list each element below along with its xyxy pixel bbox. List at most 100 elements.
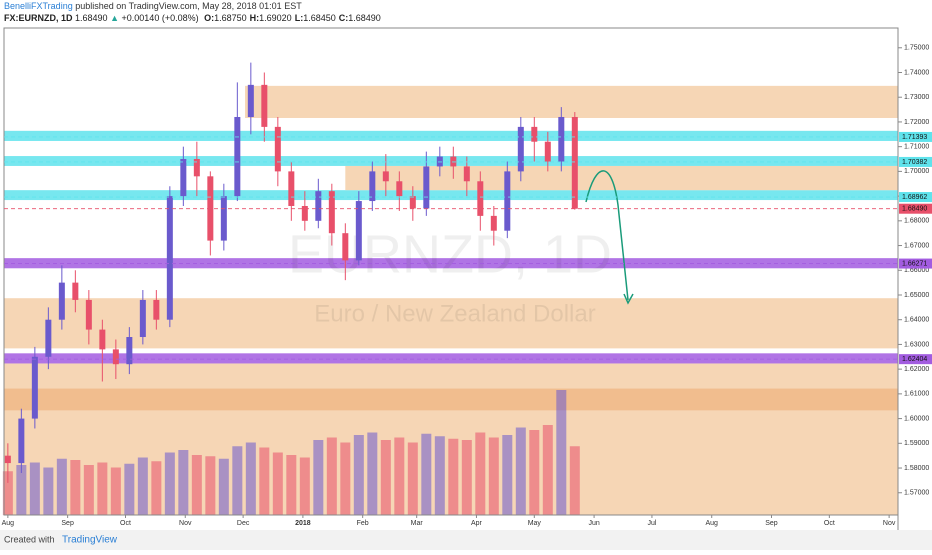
y-tick-label: 1.68000 <box>904 218 929 225</box>
candle-body <box>409 196 416 209</box>
price-label-box <box>899 131 932 142</box>
volume-bar <box>110 467 121 515</box>
ohlc-value: 1.68750 <box>214 13 247 23</box>
y-tick-label: 1.73000 <box>904 94 929 101</box>
x-tick-label: Sep <box>61 520 74 527</box>
y-tick-label: 1.60000 <box>904 415 929 422</box>
volume-bar <box>488 437 499 515</box>
x-tick-label: Feb <box>357 520 369 527</box>
candle-body <box>558 116 565 162</box>
volume-bar <box>556 390 567 515</box>
x-tick-label: Sep <box>765 520 778 527</box>
candle-body <box>504 171 511 231</box>
volume-bar <box>421 433 432 515</box>
y-tick-label: 1.66000 <box>904 267 929 274</box>
zone <box>4 190 898 201</box>
candle-body <box>315 191 322 221</box>
candle-body <box>450 156 457 167</box>
volume-bar <box>70 460 81 515</box>
candle-body <box>166 196 173 320</box>
volume-bar <box>205 456 216 515</box>
plot-area: EURNZD, 1D Euro / New Zealand Dollar <box>2 85 898 515</box>
volume-bar <box>448 438 459 515</box>
volume-bar <box>313 440 324 515</box>
price-label: 1.68490 <box>902 206 927 213</box>
candle-body <box>4 455 11 464</box>
y-tick-label: 1.65000 <box>904 292 929 299</box>
candle-body <box>45 319 52 357</box>
candle-body <box>382 171 389 182</box>
y-tick-label: 1.64000 <box>904 317 929 324</box>
ohlc-value: 1.68450 <box>303 13 336 23</box>
candle-body <box>58 282 65 320</box>
volume-bar <box>97 462 108 515</box>
price-label-box <box>899 354 932 365</box>
candle-body <box>139 299 146 338</box>
volume-bar <box>124 463 135 515</box>
candle-body <box>463 166 470 182</box>
volume-bar <box>191 455 202 515</box>
y-tick-label: 1.61000 <box>904 391 929 398</box>
candle-body <box>261 84 268 127</box>
price-label: 1.68962 <box>902 194 927 201</box>
candle-body <box>531 126 538 142</box>
volume-bar <box>502 435 513 515</box>
candle-body <box>153 299 160 320</box>
ohlc-label: L: <box>295 13 304 23</box>
volume-bar <box>407 442 418 515</box>
volume-bar <box>353 435 364 515</box>
volume-bar <box>151 461 162 515</box>
zone <box>4 298 898 349</box>
y-tick-label: 1.72000 <box>904 119 929 126</box>
candle-body <box>423 166 430 209</box>
volume-bar <box>259 447 270 515</box>
x-tick-label: Oct <box>120 520 131 527</box>
volume-bar <box>515 427 526 515</box>
publisher: BenelliFXTrading <box>4 1 73 11</box>
x-tick-label: Nov <box>883 520 896 527</box>
candle-body <box>436 156 443 167</box>
candle-body <box>99 329 106 350</box>
candle-body <box>234 116 241 197</box>
header-line-1: BenelliFXTrading published on TradingVie… <box>4 1 302 11</box>
price-label-box <box>899 203 932 214</box>
price-label: 1.66271 <box>902 260 927 267</box>
volume-bar <box>394 437 405 515</box>
candle-body <box>396 181 403 197</box>
candle-body <box>288 171 295 206</box>
candle-body <box>31 356 38 419</box>
candle-body <box>477 181 484 216</box>
y-tick-label: 1.58000 <box>904 465 929 472</box>
zone <box>4 388 898 411</box>
x-tick-label: Jul <box>647 520 656 527</box>
price-label-box <box>899 192 932 203</box>
candle-body <box>112 349 119 365</box>
candle-body <box>126 337 133 365</box>
candle-body <box>85 299 92 330</box>
volume-bar <box>340 442 351 515</box>
y-tick-label: 1.57000 <box>904 490 929 497</box>
volume-bar <box>542 425 553 515</box>
y-tick-label: 1.67000 <box>904 242 929 249</box>
price-label-box <box>899 258 932 269</box>
candle-body <box>342 233 349 261</box>
candle-body <box>18 418 25 464</box>
candle-body <box>247 84 254 117</box>
ohlc-value: 1.68490 <box>348 13 381 23</box>
volume-bar <box>2 471 13 515</box>
price-label: 1.70382 <box>902 159 927 166</box>
zone <box>4 353 898 364</box>
y-tick-label: 1.71000 <box>904 144 929 151</box>
candle-body <box>355 201 362 261</box>
symbol: FX:EURNZD, 1D <box>4 13 73 23</box>
candle-body <box>220 196 227 241</box>
y-tick-label: 1.70000 <box>904 168 929 175</box>
x-tick-label: Aug <box>2 520 15 527</box>
ohlc-value: 1.69020 <box>259 13 292 23</box>
volume-bar <box>326 437 337 515</box>
volume-bar <box>232 446 243 515</box>
zone <box>4 130 898 141</box>
candle-body <box>328 191 335 234</box>
volume-bar <box>16 465 27 515</box>
